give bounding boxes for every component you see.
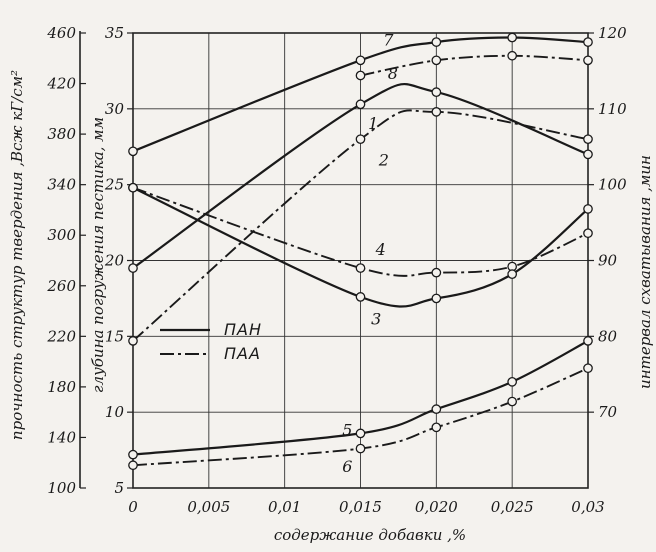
data-point-6-0 xyxy=(128,460,138,471)
depth-tick-label-5: 30 xyxy=(105,100,125,118)
series-line-1 xyxy=(132,82,589,269)
series-line-7 xyxy=(132,36,589,153)
legend-label-1: ПАА xyxy=(224,344,261,363)
series-label-8: 8 xyxy=(388,64,398,83)
x-tick-label-0: 0 xyxy=(128,498,138,516)
data-point-5-0 xyxy=(128,449,138,460)
setting-tick-label-4: 110 xyxy=(598,100,627,118)
data-point-5-1 xyxy=(355,428,366,439)
legend-label-0: ПАН xyxy=(224,320,262,339)
series-1: 1 xyxy=(128,82,593,273)
series-6: 6 xyxy=(128,363,593,476)
data-point-6-4 xyxy=(583,363,593,374)
series-label-3: 3 xyxy=(371,310,381,329)
data-point-8-0 xyxy=(355,70,366,81)
data-point-2-2 xyxy=(431,107,442,117)
series-3: 3 xyxy=(128,182,593,329)
series-5: 5 xyxy=(128,336,593,460)
series-label-7: 7 xyxy=(383,31,394,50)
series-label-1: 1 xyxy=(368,114,378,133)
x-tick-label-1: 0,005 xyxy=(187,498,230,516)
x-tick-label-6: 0,03 xyxy=(571,498,604,516)
strength-tick-label-2: 180 xyxy=(47,378,76,396)
data-point-6-1 xyxy=(355,443,366,454)
data-point-2-0 xyxy=(128,336,138,346)
legend: ПАН ПАА xyxy=(160,320,262,363)
data-point-5-2 xyxy=(431,404,442,414)
setting-tick-label-2: 90 xyxy=(598,252,618,270)
series-line-6 xyxy=(132,367,589,467)
series-7: 7 xyxy=(128,31,593,157)
data-point-1-0 xyxy=(128,263,138,273)
y-axis-title-strength: прочность структур твердения ,Всж кГ/см² xyxy=(8,70,26,440)
y-axis-title-setting: интервал схватывания ,мин xyxy=(636,155,654,389)
strength-tick-label-6: 340 xyxy=(47,176,76,194)
x-tick-label-5: 0,025 xyxy=(491,498,534,516)
data-point-3-3 xyxy=(507,269,518,279)
data-point-1-3 xyxy=(583,149,593,160)
x-tick-label-3: 0,015 xyxy=(339,498,382,516)
depth-tick-label-0: 5 xyxy=(114,479,124,497)
setting-tick-label-0: 70 xyxy=(598,403,618,421)
setting-tick-label-1: 80 xyxy=(598,327,618,345)
data-point-3-1 xyxy=(355,292,366,302)
data-point-3-4 xyxy=(583,204,593,214)
series-line-3 xyxy=(132,186,589,308)
strength-tick-label-3: 220 xyxy=(46,327,76,345)
series-label-6: 6 xyxy=(342,457,352,476)
tick-labels: 0 0,005 0,01 0,015 0,020 0,025 0,0351015202530… xyxy=(46,24,627,516)
data-point-6-2 xyxy=(431,422,442,433)
strength-tick-label-4: 260 xyxy=(46,277,76,295)
strength-tick-label-5: 300 xyxy=(47,226,76,244)
setting-tick-label-3: 100 xyxy=(598,176,627,194)
x-axis-title: содержание добавки ,% xyxy=(274,526,466,544)
strength-tick-label-7: 380 xyxy=(47,125,76,143)
depth-tick-label-4: 25 xyxy=(104,176,124,194)
data-point-7-0 xyxy=(128,146,138,157)
series-label-4: 4 xyxy=(375,240,386,259)
series-8: 8 xyxy=(355,50,593,83)
x-tick-label-2: 0,01 xyxy=(268,498,301,516)
setting-tick-label-5: 120 xyxy=(598,24,627,42)
series-line-5 xyxy=(132,339,589,456)
data-point-4-1 xyxy=(355,263,366,273)
data-point-7-1 xyxy=(355,55,366,66)
x-tick-label-4: 0,020 xyxy=(415,498,458,516)
series-label-5: 5 xyxy=(342,420,352,439)
data-point-7-4 xyxy=(583,37,593,47)
depth-tick-label-2: 15 xyxy=(105,327,124,345)
data-point-3-0 xyxy=(128,182,138,193)
data-point-2-1 xyxy=(355,134,366,145)
series-line-2 xyxy=(132,109,589,342)
data-point-4-2 xyxy=(431,267,442,278)
series-label-2: 2 xyxy=(378,150,389,169)
data-point-3-2 xyxy=(431,293,442,304)
data-point-5-3 xyxy=(507,376,518,387)
y-axis-title-depth: глубина погружения пестика, мм xyxy=(89,117,107,393)
depth-tick-label-1: 10 xyxy=(105,403,125,421)
data-point-4-4 xyxy=(583,228,593,239)
data-point-7-3 xyxy=(507,32,518,43)
series-line-8 xyxy=(360,54,589,77)
depth-tick-label-3: 20 xyxy=(104,252,125,270)
data-point-8-2 xyxy=(507,50,518,61)
data-point-1-2 xyxy=(431,87,442,98)
depth-tick-label-6: 35 xyxy=(105,24,124,42)
strength-tick-label-1: 140 xyxy=(47,428,76,446)
strength-tick-label-9: 460 xyxy=(46,24,76,42)
series-2: 2 xyxy=(128,107,593,346)
data-point-8-3 xyxy=(583,55,593,66)
data-point-7-2 xyxy=(431,37,442,47)
data-point-8-1 xyxy=(431,55,442,66)
data-point-2-3 xyxy=(583,134,593,145)
series-group: 7 8 12 4 3 5 6 xyxy=(128,31,593,476)
data-point-1-1 xyxy=(355,99,366,110)
strength-tick-label-8: 420 xyxy=(46,75,76,93)
strength-tick-label-0: 100 xyxy=(47,479,76,497)
data-point-6-3 xyxy=(507,396,518,407)
data-point-5-4 xyxy=(583,336,593,346)
